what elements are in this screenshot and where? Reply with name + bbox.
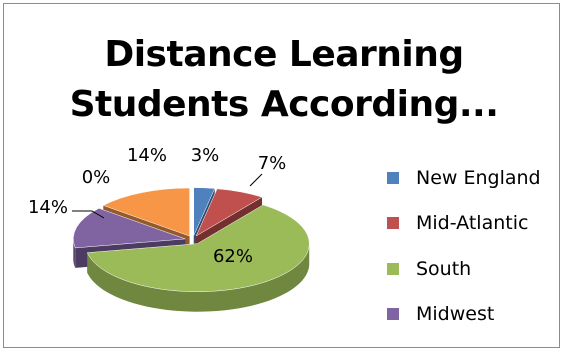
leader-line — [249, 173, 263, 187]
legend-swatch — [387, 217, 399, 229]
pie-slice — [73, 208, 186, 249]
data-label: 14% — [127, 145, 167, 166]
legend-swatch — [387, 308, 399, 320]
pie-slice — [195, 188, 263, 237]
data-labels: 3% 7% 62% 14% 0% 14% — [28, 145, 286, 267]
chart-title: Distance Learning Students According... — [0, 30, 568, 130]
pie-slice-side — [87, 245, 310, 312]
legend-swatch — [387, 172, 399, 184]
chart-title-line-2: Students According... — [69, 84, 499, 125]
data-label: 62% — [213, 246, 253, 267]
leader-line — [72, 210, 105, 219]
pie-slice — [193, 187, 216, 236]
data-label: 3% — [191, 145, 220, 166]
legend-label: Mid-Atlantic — [416, 212, 529, 234]
pie-tops — [73, 187, 310, 292]
pie-slice — [86, 204, 310, 292]
chart-title-line-1: Distance Learning — [104, 34, 464, 75]
legend-label: New England — [416, 167, 541, 189]
legend-swatch — [387, 263, 399, 275]
pie-slice-side — [73, 238, 76, 268]
legend-label: South — [416, 258, 472, 280]
pie-slice — [102, 187, 190, 237]
data-label: 0% — [82, 167, 111, 188]
data-label: 7% — [258, 153, 287, 174]
data-label: 14% — [28, 197, 68, 218]
legend-label: Midwest — [416, 303, 495, 325]
